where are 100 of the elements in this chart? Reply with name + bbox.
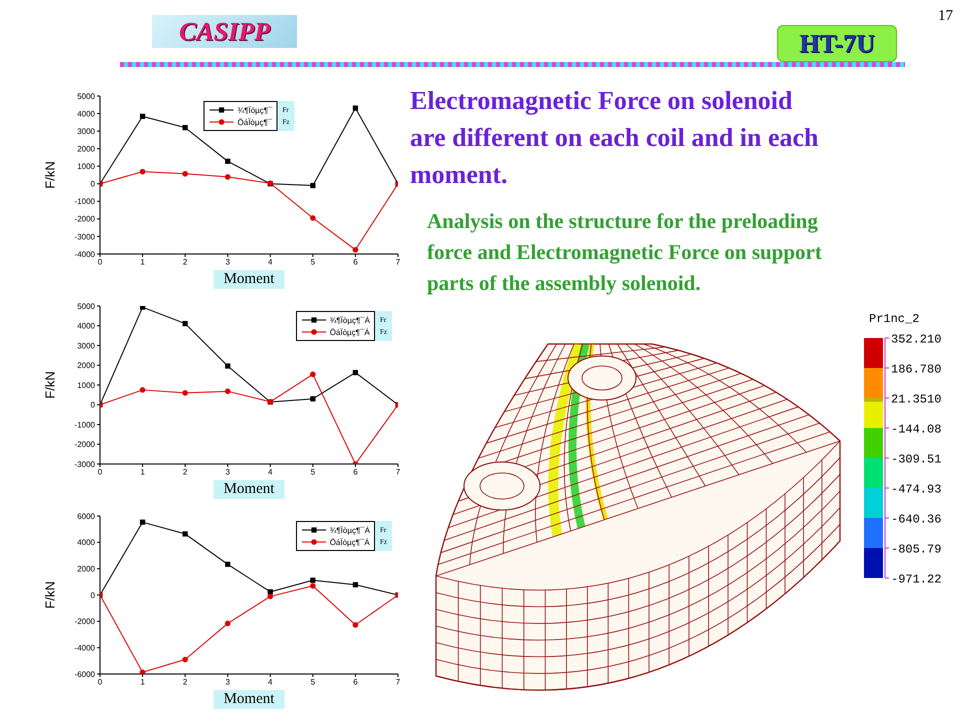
- point: [267, 594, 274, 600]
- y-tick-label: 0: [90, 180, 96, 189]
- point: [310, 215, 316, 221]
- point: [352, 246, 358, 253]
- text: HT-7U: [777, 25, 897, 62]
- y-axis-title: F/kN: [42, 371, 58, 399]
- y-axis-title: F/kN: [42, 161, 58, 189]
- y-tick-label: 6000: [77, 512, 96, 521]
- point: [310, 182, 316, 188]
- legend-label: ÖáÏòµç¶¯: [238, 118, 272, 126]
- y-tick-label: -474.93: [891, 482, 942, 496]
- y-tick-label: -4000: [74, 644, 96, 653]
- y-tick-label: -3000: [74, 232, 96, 242]
- y-tick-label: -2000: [74, 214, 96, 224]
- legend-label: ¾¶Ïòµç¶¯Á: [330, 526, 370, 534]
- point: [182, 320, 188, 326]
- y-tick-label: 186.780: [891, 362, 942, 376]
- bar: [864, 398, 883, 402]
- y-tick-label: 4000: [77, 109, 96, 118]
- legend-label: ¾¶Ïòµç¶¯: [238, 106, 272, 114]
- bar: [864, 458, 883, 488]
- y-tick-label: 5000: [77, 92, 96, 101]
- point: [310, 396, 316, 402]
- x-tick-label: 6: [353, 258, 358, 267]
- y-tick-label: -971.22: [891, 572, 942, 586]
- x-tick-label: 2: [182, 468, 188, 477]
- point: [310, 372, 316, 378]
- x-tick-label: 4: [268, 678, 274, 687]
- y-tick-label: 5000: [77, 302, 96, 311]
- x-tick-label: 0: [98, 258, 103, 267]
- y-axis-title: F/kN: [42, 581, 58, 609]
- point: [182, 170, 188, 177]
- y-tick-label: 2000: [77, 564, 96, 574]
- x-tick-label: 7: [396, 468, 401, 477]
- bar: [864, 428, 883, 458]
- x-tick-label: 3: [225, 678, 230, 687]
- bar: [864, 402, 883, 428]
- point: [225, 158, 230, 164]
- point: [140, 168, 146, 174]
- y-tick-label: 4000: [77, 322, 96, 331]
- y-tick-label: -1000: [74, 197, 96, 206]
- x-tick-label: 1: [140, 678, 146, 687]
- y-tick-label: 3000: [77, 341, 96, 350]
- y-tick-label: 1000: [77, 380, 96, 390]
- y-tick-label: -640.36: [891, 512, 942, 526]
- y-tick-label: -4000: [74, 250, 96, 259]
- point: [182, 125, 188, 130]
- bar: [864, 338, 883, 368]
- point: [310, 583, 316, 589]
- x-tick-label: 5: [310, 258, 316, 267]
- point: [225, 363, 230, 369]
- x-axis-title: Moment: [214, 480, 284, 499]
- y-tick-label: 1000: [77, 162, 96, 172]
- x-tick-label: 0: [98, 678, 103, 687]
- y-tick-label: 2000: [77, 361, 96, 370]
- point: [225, 562, 230, 567]
- point: [140, 669, 146, 674]
- text: Electromagnetic Force on solenoid are different on each coil and in each moment.: [410, 85, 819, 191]
- x-axis-title: Moment: [214, 690, 284, 709]
- bar: [864, 368, 883, 398]
- x-tick-label: 0: [98, 468, 103, 477]
- x-tick-label: 1: [140, 258, 146, 267]
- x-tick-label: 6: [353, 468, 358, 477]
- y-tick-label: 21.3510: [891, 392, 942, 406]
- text: CASIPP: [152, 15, 297, 48]
- x-tick-label: 3: [225, 468, 230, 477]
- point: [352, 370, 358, 376]
- point: [224, 174, 231, 180]
- y-tick-label: -2000: [74, 440, 96, 450]
- point: [352, 622, 358, 628]
- y-tick-label: -144.08: [891, 422, 942, 436]
- text: Analysis on the structure for the preloading force and Electromagnetic Force on support parts of the assembly solenoid.: [427, 208, 822, 297]
- y-tick-label: -1000: [74, 420, 96, 430]
- text: 17: [938, 8, 953, 25]
- y-tick-label: -2000: [74, 617, 96, 626]
- x-tick-label: 7: [396, 678, 401, 687]
- legend-label: ¾¶Ïòµç¶¯Á: [330, 316, 370, 324]
- x-tick-label: 5: [310, 678, 316, 687]
- x-tick-label: 4: [268, 258, 274, 267]
- point: [224, 388, 231, 394]
- x-axis-title: Moment: [214, 270, 284, 289]
- bar: [864, 488, 883, 518]
- y-tick-label: 0: [90, 590, 96, 600]
- y-tick-label: 2000: [77, 144, 96, 154]
- point: [140, 387, 146, 393]
- x-tick-label: 6: [353, 678, 358, 687]
- x-tick-label: 2: [182, 258, 188, 267]
- y-tick-label: -805.79: [891, 542, 942, 556]
- bar: [864, 518, 883, 548]
- point: [140, 520, 146, 525]
- x-tick-label: 3: [225, 258, 230, 267]
- y-tick-label: 0: [90, 400, 96, 410]
- legend-label: ÖáÏòµç¶¯Á: [330, 538, 370, 546]
- point: [182, 656, 188, 662]
- y-tick-label: -6000: [74, 670, 96, 679]
- x-tick-label: 7: [396, 258, 401, 267]
- y-tick-label: 352.210: [891, 332, 942, 346]
- point: [352, 582, 358, 588]
- y-tick-label: 3000: [77, 126, 96, 136]
- point: [310, 578, 316, 583]
